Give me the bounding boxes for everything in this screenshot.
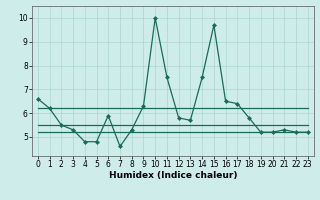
X-axis label: Humidex (Indice chaleur): Humidex (Indice chaleur) [108, 171, 237, 180]
